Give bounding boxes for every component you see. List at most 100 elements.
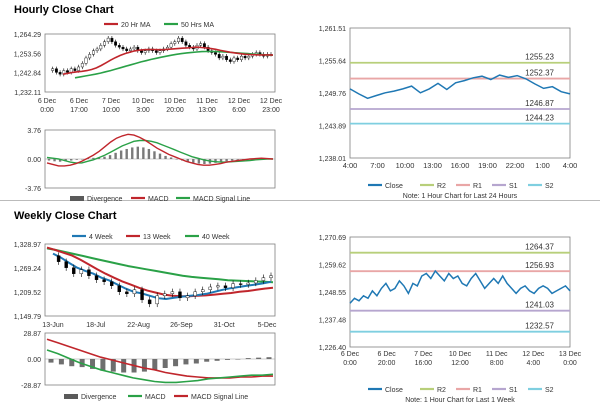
hourly-close-legend-close: Close xyxy=(385,183,403,190)
hourly-candle xyxy=(236,57,240,60)
weekly-close-xtick: 6 Dec xyxy=(378,351,397,358)
hourly-candle xyxy=(84,57,88,64)
hourly-candle xyxy=(217,54,221,59)
weekly-candle xyxy=(261,277,266,281)
weekly-divergence-bar xyxy=(173,359,179,367)
weekly-price-xtick: 22-Aug xyxy=(127,322,150,329)
legend-weekly-signal: MACD Signal Line xyxy=(191,394,248,401)
weekly-close-ytick: 1,259.62 xyxy=(319,263,346,270)
hourly-close-ytick: 1,249.76 xyxy=(319,91,346,98)
weekly-macd-ytick: 0.00 xyxy=(27,357,41,364)
weekly-close-legend-s1: S1 xyxy=(509,387,518,394)
weekly-divergence-bar xyxy=(245,358,251,359)
weekly-divergence-bar xyxy=(48,359,54,363)
weekly-candle xyxy=(64,261,68,268)
hourly-close-level-label: 1252.37 xyxy=(525,69,554,78)
hourly-candle xyxy=(91,50,95,55)
weekly-candle xyxy=(132,289,137,295)
hourly-candle xyxy=(221,55,225,59)
weekly-divergence-bar xyxy=(256,357,262,359)
hourly-candle xyxy=(202,43,206,48)
weekly-candle xyxy=(269,275,273,278)
weekly-candle xyxy=(201,289,205,293)
hourly-price-xtick: 13:00 xyxy=(198,107,216,114)
hourly-candle xyxy=(158,50,162,53)
weekly-candle xyxy=(102,279,106,282)
weekly-price-ytick: 1,269.24 xyxy=(14,266,41,273)
weekly-price-xtick: 31-Oct xyxy=(214,322,235,329)
weekly-close-ytick: 1,248.55 xyxy=(319,290,346,297)
hourly-divergence-bar xyxy=(225,159,228,162)
legend-20hr-ma: 20 Hr MA xyxy=(121,22,151,29)
weekly-macd-ytick: -28.87 xyxy=(21,383,41,390)
hourly-candle xyxy=(173,41,177,44)
hourly-candle xyxy=(103,41,106,46)
hourly-divergence-bar xyxy=(58,159,62,162)
hourly-divergence-bar xyxy=(114,152,117,159)
weekly-price-ytick: 1,149.79 xyxy=(14,314,41,321)
weekly-close-xtick: 0:00 xyxy=(563,360,577,367)
hourly-close-legend-s2: S2 xyxy=(545,183,554,190)
weekly-candle xyxy=(125,291,129,295)
hourly-macd-ytick: 3.76 xyxy=(27,128,41,135)
hourly-macd-ytick: 0.00 xyxy=(27,157,41,164)
legend-hourly-divergence-swatch xyxy=(70,196,84,201)
hourly-price-ytick: 1,264.29 xyxy=(14,32,41,39)
weekly-divergence-bar xyxy=(58,359,64,365)
hourly-candle xyxy=(243,55,247,59)
weekly-close-xtick: 12 Dec xyxy=(522,351,545,358)
weekly-candle xyxy=(117,285,121,293)
hourly-price-xtick: 10 Dec xyxy=(132,98,155,105)
hourly-candle xyxy=(73,68,77,71)
weekly-close-level-label: 1256.93 xyxy=(525,261,554,270)
hourly-section-title: Hourly Close Chart xyxy=(14,4,114,16)
hourly-candle xyxy=(180,37,184,42)
hourly-macd-line xyxy=(46,133,274,167)
hourly-close-note: Note: 1 Hour Chart for Last 24 Hours xyxy=(403,193,518,200)
hourly-close-xtick: 4:00 xyxy=(343,161,358,170)
weekly-candle xyxy=(238,283,243,285)
legend-hourly-divergence: Divergence xyxy=(87,196,123,203)
weekly-divergence-bar xyxy=(193,359,199,364)
weekly-13-week-line xyxy=(46,246,274,298)
weekly-divergence-bar xyxy=(100,359,106,371)
weekly-price-ytick: 1,209.52 xyxy=(14,290,41,297)
weekly-candle xyxy=(109,281,114,286)
hourly-candle xyxy=(214,52,217,55)
weekly-macd-signal-line xyxy=(46,338,273,379)
weekly-close-xtick: 13 Dec xyxy=(559,351,582,358)
weekly-divergence-bar xyxy=(204,359,210,362)
weekly-close-level-label: 1241.03 xyxy=(525,301,554,310)
hourly-price-xtick: 6:00 xyxy=(232,107,246,114)
hourly-divergence-bar xyxy=(147,148,151,159)
hourly-candle xyxy=(58,72,62,75)
hourly-close-xtick: 10:00 xyxy=(396,161,415,170)
weekly-divergence-bar xyxy=(90,359,96,369)
hourly-close-ytick: 1,243.89 xyxy=(319,124,346,131)
weekly-close-xtick: 6 Dec xyxy=(341,351,360,358)
hourly-divergence-bar xyxy=(81,159,84,160)
weekly-candle xyxy=(79,269,84,274)
hourly-candle xyxy=(128,48,132,51)
weekly-close-level-label: 1264.37 xyxy=(525,243,554,252)
hourly-candle xyxy=(232,57,236,62)
legend-40-week: 40 Week xyxy=(202,234,230,241)
hourly-close-legend-r2: R2 xyxy=(437,183,446,190)
weekly-close-xtick: 10 Dec xyxy=(449,351,472,358)
weekly-divergence-bar xyxy=(214,359,220,361)
weekly-divergence-bar xyxy=(235,359,241,360)
legend-50hr-ma: 50 Hrs MA xyxy=(181,22,214,29)
hourly-price-xtick: 11 Dec xyxy=(196,98,218,105)
hourly-candle xyxy=(117,45,121,48)
weekly-40-week-line xyxy=(46,247,274,284)
hourly-divergence-bar xyxy=(236,159,239,160)
weekly-close-note: Note: 1 Hour Chart for Last 1 Week xyxy=(405,397,515,404)
hourly-divergence-bar xyxy=(164,155,167,159)
weekly-close-xtick: 12:00 xyxy=(451,360,469,367)
weekly-divergence-bar xyxy=(183,359,189,365)
hourly-price-xtick: 6 Dec xyxy=(38,98,57,105)
weekly-candle xyxy=(72,267,76,274)
hourly-close-xtick: 4:00 xyxy=(563,161,578,170)
weekly-divergence-bar xyxy=(121,359,127,373)
hourly-close-ytick: 1,261.51 xyxy=(319,26,346,33)
